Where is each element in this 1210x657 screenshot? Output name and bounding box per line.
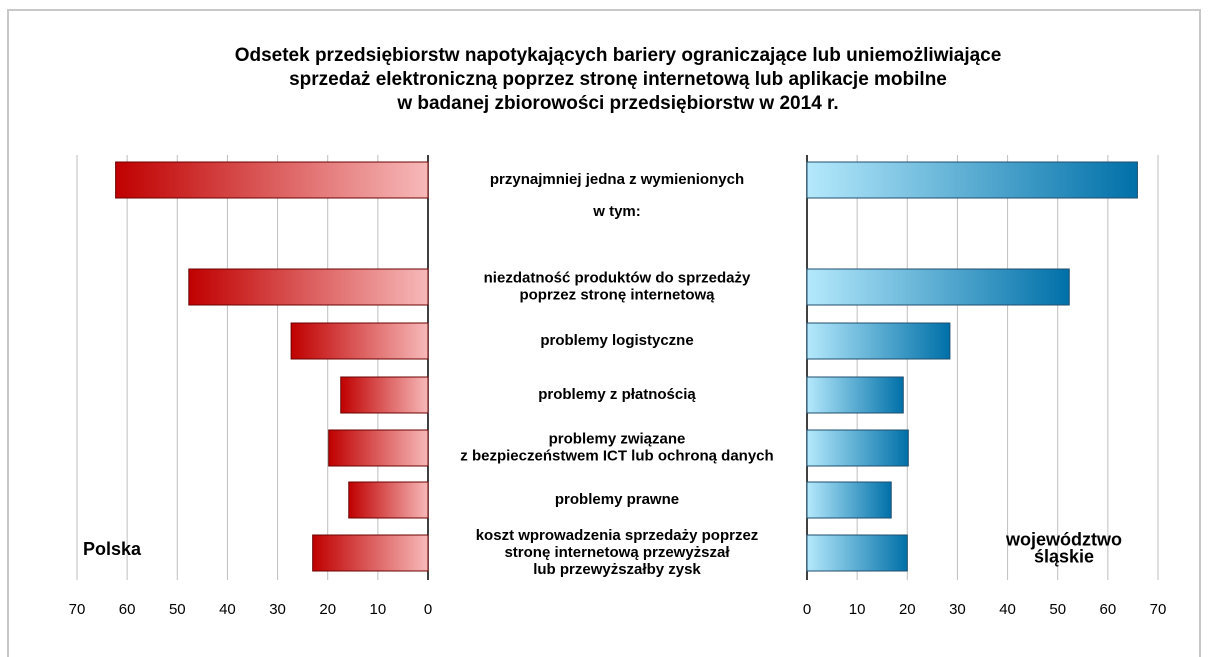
category-label: problemy związane z bezpieczeństwem ICT l…: [460, 430, 773, 464]
x-tick-label: 0: [424, 601, 432, 618]
x-tick-label: 20: [319, 601, 336, 618]
bar: [806, 534, 908, 572]
bar: [290, 322, 429, 360]
x-tick-label: 70: [1150, 601, 1167, 618]
bar: [806, 322, 951, 360]
bar: [328, 429, 429, 467]
bar: [806, 481, 892, 519]
x-tick-label: 10: [370, 601, 387, 618]
x-tick-label: 30: [949, 601, 966, 618]
x-tick-label: 60: [1100, 601, 1117, 618]
bar: [806, 376, 904, 414]
category-label: problemy prawne: [555, 491, 679, 508]
frame: [7, 9, 1201, 657]
bar: [340, 376, 429, 414]
bar: [115, 161, 429, 199]
bar: [806, 161, 1138, 199]
legend-label: Polska: [83, 539, 142, 559]
x-tick-label: 40: [999, 601, 1016, 618]
x-tick-label: 40: [219, 601, 236, 618]
category-label: w tym:: [592, 203, 641, 220]
bar: [806, 429, 909, 467]
bar: [188, 268, 429, 306]
bar: [348, 481, 429, 519]
category-label: koszt wprowadzenia sprzedaży poprzez stro…: [476, 527, 759, 578]
category-label: przynajmniej jedna z wymienionych: [490, 171, 744, 188]
x-tick-label: 60: [119, 601, 136, 618]
x-tick-label: 50: [169, 601, 186, 618]
x-tick-label: 20: [899, 601, 916, 618]
chart-title: Odsetek przedsiębiorstw napotykających b…: [235, 45, 1002, 114]
x-tick-label: 10: [849, 601, 866, 618]
category-label: problemy z płatnością: [538, 386, 696, 403]
category-label: problemy logistyczne: [540, 332, 693, 349]
category-label: niezdatność produktów do sprzedaży poprze…: [484, 269, 751, 303]
bar: [312, 534, 429, 572]
x-tick-label: 70: [69, 601, 86, 618]
x-tick-label: 0: [803, 601, 811, 618]
x-tick-label: 50: [1049, 601, 1066, 618]
legend-label: województwo śląskie: [1005, 529, 1122, 566]
bar: [806, 268, 1070, 306]
x-tick-label: 30: [269, 601, 286, 618]
